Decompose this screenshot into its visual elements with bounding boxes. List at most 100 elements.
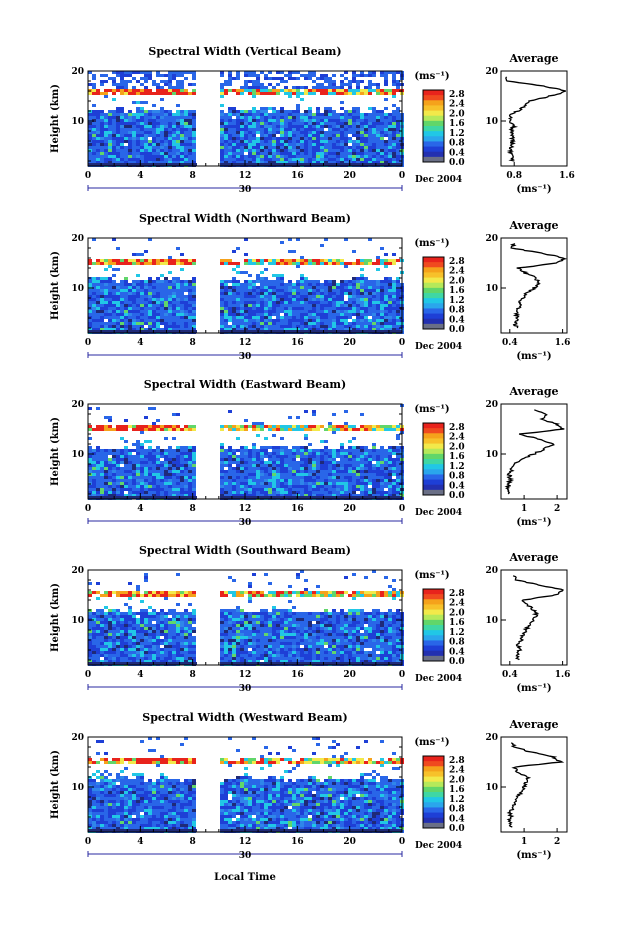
heatmap-cell — [336, 128, 340, 131]
heatmap-cell — [164, 80, 168, 83]
heatmap-cell — [280, 152, 284, 155]
heatmap-cell — [140, 485, 144, 488]
heatmap-cell — [320, 259, 324, 262]
heatmap-cell — [132, 304, 136, 307]
heatmap-cell — [312, 298, 316, 301]
heatmap-cell — [172, 113, 176, 116]
heatmap-cell — [140, 143, 144, 146]
heatmap-cell — [168, 86, 172, 89]
heatmap-cell — [152, 470, 156, 473]
heatmap-cell — [136, 467, 140, 470]
heatmap-cell — [372, 319, 376, 322]
heatmap-cell — [376, 292, 380, 295]
heatmap-cell — [384, 464, 388, 467]
heatmap-cell — [348, 467, 352, 470]
heatmap-cell — [272, 146, 276, 149]
heatmap-cell — [364, 467, 368, 470]
heatmap-cell — [136, 116, 140, 119]
heatmap-cell — [284, 119, 288, 122]
heatmap-cell — [332, 161, 336, 164]
heatmap-cell — [148, 295, 152, 298]
x-tick-label: 4 — [137, 171, 143, 181]
heatmap-cell — [176, 286, 180, 289]
heatmap-cell — [328, 325, 332, 328]
heatmap-cell — [340, 113, 344, 116]
heatmap-cell — [392, 155, 396, 158]
heatmap-cell — [384, 146, 388, 149]
heatmap-cell — [156, 494, 160, 497]
heatmap-cell — [364, 262, 368, 265]
heatmap-cell — [136, 476, 140, 479]
heatmap-cell — [164, 152, 168, 155]
heatmap-cell — [252, 161, 256, 164]
heatmap-cell — [320, 313, 324, 316]
heatmap-cell — [176, 325, 180, 328]
heatmap-cell — [92, 152, 96, 155]
heatmap-cell — [352, 146, 356, 149]
heatmap-cell — [148, 110, 152, 113]
heatmap-cell — [156, 316, 160, 319]
heatmap-cell — [332, 259, 336, 262]
heatmap-cell — [136, 428, 140, 431]
heatmap-cell — [272, 137, 276, 140]
heatmap-cell — [192, 152, 196, 155]
heatmap-cell — [328, 262, 332, 265]
heatmap-cell — [388, 446, 392, 449]
heatmap-cell — [152, 467, 156, 470]
heatmap-cell — [244, 125, 248, 128]
heatmap-cell — [284, 125, 288, 128]
heatmap-cell — [268, 295, 272, 298]
heatmap-cell — [388, 461, 392, 464]
colorbar-step — [423, 303, 444, 309]
heatmap-cell — [280, 307, 284, 310]
heatmap-cell — [112, 283, 116, 286]
heatmap-cell — [228, 128, 232, 131]
heatmap-cell — [100, 110, 104, 113]
heatmap-cell — [116, 119, 120, 122]
heatmap-cell — [236, 458, 240, 461]
heatmap-cell — [160, 301, 164, 304]
heatmap-cell — [232, 482, 236, 485]
heatmap-cell — [368, 86, 372, 89]
heatmap-cell — [252, 262, 256, 265]
heatmap-cell — [164, 319, 168, 322]
heatmap-cell — [272, 110, 276, 113]
heatmap-cell — [348, 83, 352, 86]
heatmap-cell — [312, 313, 316, 316]
heatmap-cell — [192, 283, 196, 286]
heatmap-cell — [100, 470, 104, 473]
heatmap-cell — [160, 146, 164, 149]
heatmap-cell — [352, 122, 356, 125]
heatmap-cell — [336, 89, 340, 92]
heatmap-cell — [356, 295, 360, 298]
heatmap-cell — [172, 476, 176, 479]
heatmap-cell — [176, 161, 180, 164]
heatmap-cell — [100, 295, 104, 298]
heatmap-cell — [116, 131, 120, 134]
heatmap-cell — [172, 482, 176, 485]
heatmap-cell — [292, 458, 296, 461]
heatmap-cell — [92, 86, 96, 89]
heatmap-cell — [236, 283, 240, 286]
heatmap-cell — [104, 416, 108, 419]
heatmap-cell — [256, 113, 260, 116]
heatmap-cell — [180, 89, 184, 92]
heatmap-cell — [176, 119, 180, 122]
heatmap-cell — [164, 289, 168, 292]
heatmap-cell — [396, 292, 400, 295]
heatmap-cell — [344, 428, 348, 431]
heatmap-cell — [192, 89, 196, 92]
heatmap-cell — [320, 307, 324, 310]
heatmap-cell — [360, 92, 364, 95]
heatmap-cell — [264, 119, 268, 122]
heatmap-cell — [236, 265, 240, 268]
heatmap-cell — [368, 307, 372, 310]
heatmap-cell — [152, 301, 156, 304]
heatmap-cell — [384, 259, 388, 262]
heatmap-cell — [92, 319, 96, 322]
heatmap-cell — [328, 149, 332, 152]
heatmap-cell — [168, 71, 172, 74]
heatmap-cell — [160, 449, 164, 452]
heatmap-cell — [368, 122, 372, 125]
heatmap-cell — [364, 131, 368, 134]
